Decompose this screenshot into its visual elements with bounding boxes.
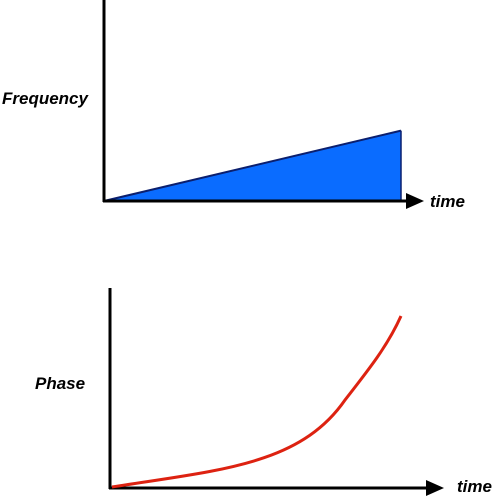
frequency-axis-label: Frequency [2,89,90,108]
phase-curve [111,315,403,489]
phase-time-label: time [457,477,492,496]
phase-x-axis-arrowhead [426,480,444,496]
frequency-plot: Frequency time [2,0,465,211]
phase-plot: Phase time [35,288,492,496]
frequency-ramp-line [103,129,402,202]
frequency-x-axis-arrowhead [406,193,424,209]
frequency-time-label: time [430,192,465,211]
phase-axis-label: Phase [35,374,85,393]
